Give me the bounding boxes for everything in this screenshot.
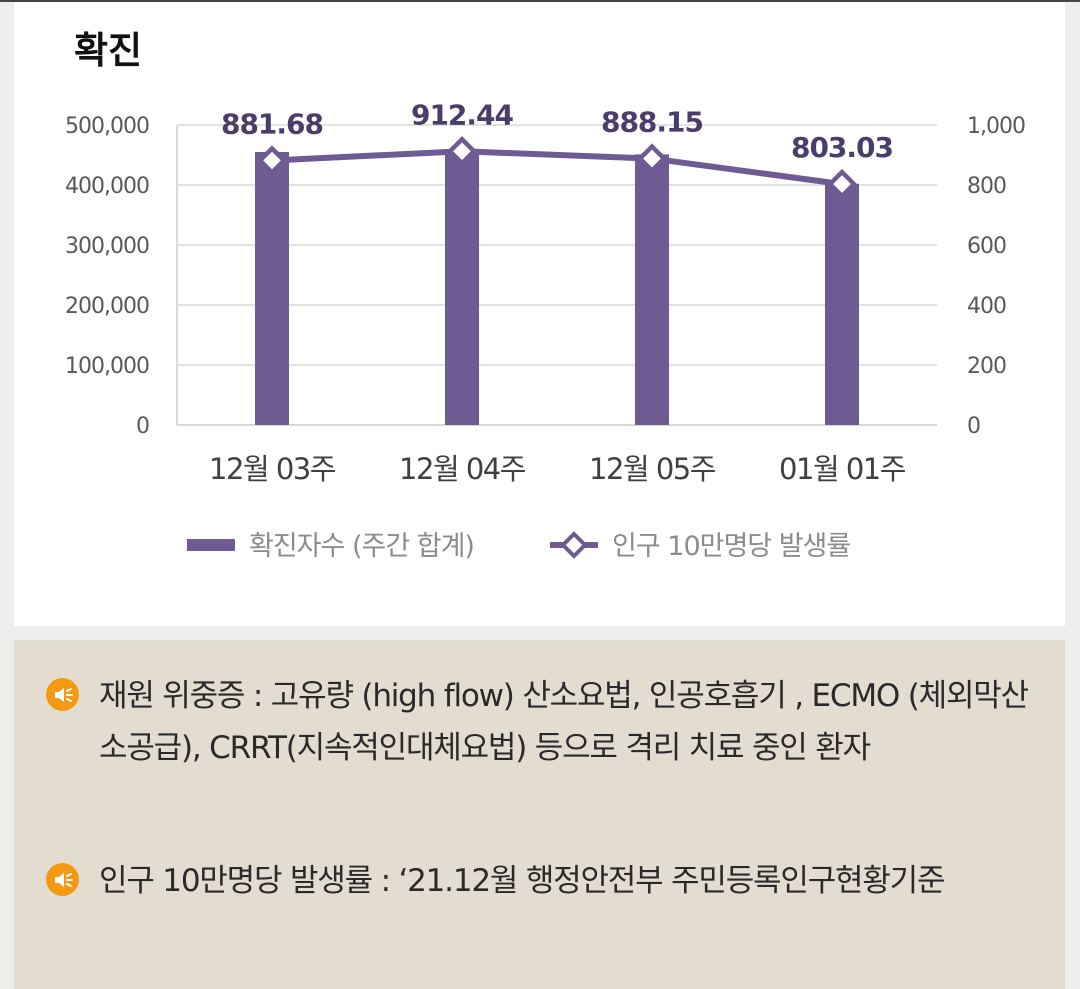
y-right-tick-label: 1,000	[967, 114, 1025, 139]
y-left-tick-label: 100,000	[65, 354, 149, 379]
speaker-icon	[46, 678, 79, 711]
rate-line	[271, 148, 843, 188]
speaker-icon	[46, 863, 79, 896]
rate-data-label: 803.03	[791, 131, 893, 164]
y-left-tick-label: 400,000	[65, 174, 149, 199]
bar	[445, 150, 479, 425]
legend-line-label: 인구 10만명당 발생률	[612, 531, 850, 562]
x-tick-label: 12월 05주	[589, 452, 716, 486]
bar	[635, 154, 669, 425]
y-left-tick-label: 200,000	[65, 294, 149, 319]
chart-card: 확진 0 100,000 200,000 300,000 400,000 500,000 0…	[14, 2, 1065, 626]
y-left-tick-label: 0	[136, 414, 149, 439]
rate-point	[446, 136, 478, 167]
y-right-tick-label: 400	[967, 294, 1006, 319]
combo-chart: 0 100,000 200,000 300,000 400,000 500,000 0 200…	[65, 98, 1026, 562]
rate-point	[256, 145, 288, 176]
x-tick-label: 12월 03주	[209, 452, 336, 486]
y-right-tick-label: 800	[967, 174, 1006, 199]
note-item: 인구 10만명당 발생률 : ‘21.12월 행정안전부 주민등록인구현황기준	[46, 855, 1046, 907]
bar	[825, 183, 859, 425]
y-left-tick-label: 300,000	[65, 234, 149, 259]
notes-box: 재원 위중증 : 고유량 (high flow) 산소요법, 인공호흡기 , E…	[14, 640, 1065, 989]
rate-point	[636, 143, 668, 174]
y-right-tick-label: 0	[967, 414, 980, 439]
rate-point	[826, 168, 858, 200]
note-text: 재원 위중증 : 고유량 (high flow) 산소요법, 인공호흡기 , E…	[99, 678, 1029, 766]
x-tick-label: 01월 01주	[779, 452, 906, 486]
legend-bar-label: 확진자수 (주간 합계)	[249, 531, 474, 562]
legend-bar-swatch	[187, 539, 235, 551]
y-right-tick-label: 600	[967, 234, 1006, 259]
note-item: 재원 위중증 : 고유량 (high flow) 산소요법, 인공호흡기 , E…	[46, 670, 1046, 774]
rate-data-label: 881.68	[221, 107, 323, 140]
top-border	[0, 0, 1080, 2]
y-left-tick-label: 500,000	[65, 114, 149, 139]
x-tick-label: 12월 04주	[399, 452, 526, 486]
rate-data-label: 912.44	[411, 98, 514, 131]
rate-data-label: 888.15	[601, 106, 703, 139]
chart-title: 확진	[74, 29, 143, 72]
y-right-tick-label: 200	[967, 354, 1006, 379]
bar	[255, 152, 289, 425]
note-text: 인구 10만명당 발생률 : ‘21.12월 행정안전부 주민등록인구현황기준	[99, 863, 945, 899]
legend-line-marker	[560, 531, 588, 559]
